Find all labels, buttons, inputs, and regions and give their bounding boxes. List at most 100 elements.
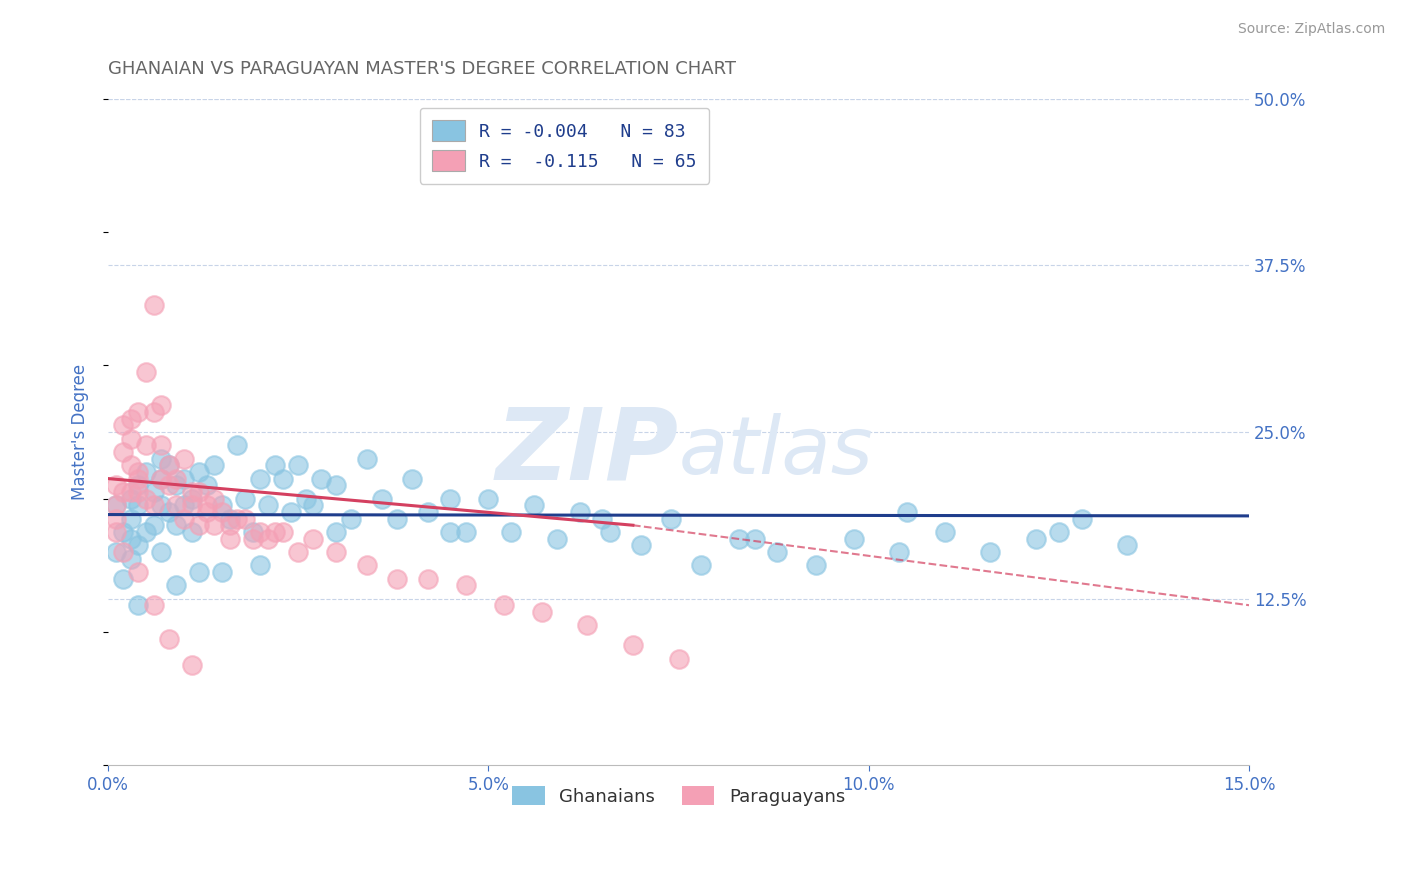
Point <box>120 491 142 506</box>
Point <box>439 491 461 506</box>
Point <box>173 472 195 486</box>
Point <box>492 598 515 612</box>
Point <box>630 538 652 552</box>
Point <box>249 524 271 539</box>
Point <box>142 484 165 499</box>
Point <box>142 518 165 533</box>
Point <box>325 545 347 559</box>
Point <box>150 472 173 486</box>
Point <box>1070 511 1092 525</box>
Point <box>668 651 690 665</box>
Point <box>889 545 911 559</box>
Point <box>166 472 188 486</box>
Point <box>233 511 256 525</box>
Point <box>599 524 621 539</box>
Point <box>256 532 278 546</box>
Point <box>271 524 294 539</box>
Point <box>242 524 264 539</box>
Point <box>264 524 287 539</box>
Point <box>1025 532 1047 546</box>
Point <box>621 638 644 652</box>
Point <box>142 498 165 512</box>
Point <box>226 438 249 452</box>
Point <box>120 484 142 499</box>
Point <box>592 511 614 525</box>
Point <box>249 558 271 573</box>
Point <box>523 498 546 512</box>
Point <box>294 491 316 506</box>
Point <box>690 558 713 573</box>
Point <box>127 478 149 492</box>
Point <box>744 532 766 546</box>
Point <box>211 498 233 512</box>
Point <box>157 478 180 492</box>
Point <box>127 472 149 486</box>
Point <box>120 532 142 546</box>
Text: atlas: atlas <box>679 413 873 491</box>
Point <box>180 484 202 499</box>
Point <box>135 491 157 506</box>
Point <box>568 505 591 519</box>
Point <box>454 578 477 592</box>
Point <box>180 658 202 673</box>
Point <box>501 524 523 539</box>
Point <box>546 532 568 546</box>
Point <box>287 458 309 473</box>
Point <box>104 478 127 492</box>
Point <box>112 545 135 559</box>
Point <box>104 498 127 512</box>
Point <box>120 551 142 566</box>
Point <box>157 632 180 646</box>
Point <box>127 498 149 512</box>
Point <box>150 451 173 466</box>
Point <box>166 518 188 533</box>
Point <box>112 524 135 539</box>
Text: GHANAIAN VS PARAGUAYAN MASTER'S DEGREE CORRELATION CHART: GHANAIAN VS PARAGUAYAN MASTER'S DEGREE C… <box>108 60 735 78</box>
Point <box>401 472 423 486</box>
Point <box>371 491 394 506</box>
Point <box>211 505 233 519</box>
Point <box>576 618 599 632</box>
Point <box>112 418 135 433</box>
Point <box>120 432 142 446</box>
Point <box>302 498 325 512</box>
Point <box>104 498 127 512</box>
Point <box>896 505 918 519</box>
Point <box>135 438 157 452</box>
Point <box>142 298 165 312</box>
Point <box>142 598 165 612</box>
Point <box>150 472 173 486</box>
Point <box>233 491 256 506</box>
Point <box>104 511 127 525</box>
Point <box>166 498 188 512</box>
Point <box>180 498 202 512</box>
Point <box>120 411 142 425</box>
Point <box>280 505 302 519</box>
Point <box>766 545 789 559</box>
Point <box>166 578 188 592</box>
Point <box>659 511 682 525</box>
Point <box>120 458 142 473</box>
Point <box>309 472 332 486</box>
Point <box>157 458 180 473</box>
Point <box>112 484 135 499</box>
Point <box>271 472 294 486</box>
Point <box>127 565 149 579</box>
Point <box>218 532 240 546</box>
Point <box>454 524 477 539</box>
Point <box>204 458 226 473</box>
Point <box>204 518 226 533</box>
Point <box>356 558 378 573</box>
Y-axis label: Master's Degree: Master's Degree <box>72 364 89 500</box>
Point <box>112 445 135 459</box>
Point <box>287 545 309 559</box>
Point <box>173 451 195 466</box>
Point <box>188 565 211 579</box>
Point <box>127 538 149 552</box>
Point <box>385 572 408 586</box>
Point <box>195 505 218 519</box>
Point <box>127 598 149 612</box>
Point <box>180 491 202 506</box>
Point <box>204 491 226 506</box>
Point <box>340 511 363 525</box>
